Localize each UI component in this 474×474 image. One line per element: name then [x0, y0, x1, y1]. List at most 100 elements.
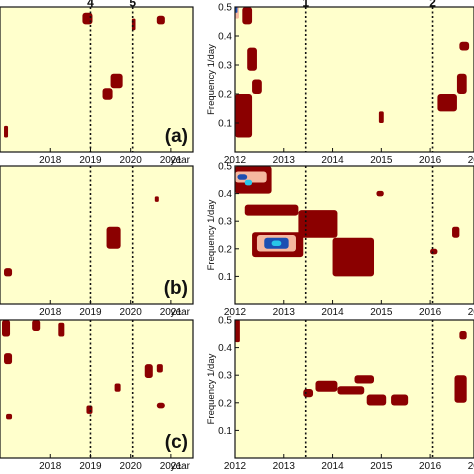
panel-label: (c): [165, 432, 188, 453]
panel-label: (a): [165, 126, 188, 147]
plot-frame: [234, 319, 474, 459]
heat-blob: [2, 320, 11, 337]
heat-blob: [235, 94, 253, 138]
y-axis-label: Frequency 1/day: [206, 199, 217, 270]
x-tick-label: 2013: [273, 155, 296, 166]
panel-c-right: [234, 319, 474, 459]
y-tick-label: 0.5: [218, 3, 232, 14]
heat-blob: [337, 386, 365, 395]
x-unit-label: year: [171, 307, 191, 318]
heat-blob: [106, 226, 121, 249]
heat-blob: [6, 413, 13, 420]
heat-blob: [354, 375, 375, 384]
heat-blob: [156, 402, 165, 409]
panel-b-right: [234, 165, 474, 305]
heat-blob: [144, 364, 153, 378]
x-tick-label: 2016: [419, 461, 442, 472]
heat-blob: [459, 331, 467, 340]
x-tick-label: 2019: [79, 155, 102, 166]
x-tick-label: 2014: [321, 155, 344, 166]
heat-blob: [332, 237, 375, 277]
heat-blob: [237, 174, 248, 180]
plot-frame: [234, 6, 474, 153]
heat-blob: [156, 15, 165, 25]
x-tick-label: 2013: [273, 307, 296, 318]
heat-blob: [391, 394, 409, 406]
y-tick-label: 0.3: [218, 61, 232, 72]
heat-blob: [86, 405, 93, 414]
heat-blob: [378, 111, 384, 123]
heat-blob: [376, 190, 384, 197]
plot-frame: [0, 319, 194, 459]
x-tick-label: 2021: [160, 461, 183, 472]
x-tick-label: 2016: [419, 155, 442, 166]
x-tick-label: 2017: [468, 461, 474, 472]
y-tick-label: 0.5: [218, 316, 232, 327]
x-tick-label: 2017: [468, 307, 474, 318]
event-line-label: 5: [129, 0, 136, 10]
blob-layer: [235, 320, 467, 406]
heat-blob: [459, 41, 470, 51]
x-tick-label: 2016: [419, 307, 442, 318]
y-tick-label: 0.2: [218, 90, 232, 101]
heat-blob: [456, 73, 467, 94]
x-tick-label: 2020: [120, 155, 143, 166]
panel-a-right: [234, 6, 474, 153]
heat-blob: [32, 320, 41, 332]
plot-background: [0, 320, 193, 458]
event-line-label: 1: [302, 0, 309, 10]
blob-layer: [2, 320, 165, 420]
y-tick-label: 0.4: [218, 32, 232, 43]
heat-blob: [4, 268, 13, 277]
heat-blob: [131, 18, 136, 31]
y-tick-label: 0.1: [218, 272, 232, 283]
x-tick-label: 2021: [160, 155, 183, 166]
y-axis-label: Frequency 1/day: [206, 44, 217, 115]
panel-b-left: [0, 165, 194, 305]
y-tick-label: 0.2: [218, 398, 232, 409]
x-tick-label: 2015: [370, 307, 393, 318]
panel-a-left: [0, 6, 194, 153]
panel-label: (b): [164, 278, 188, 299]
event-line-label: 4: [87, 0, 94, 10]
plot-frame: [234, 165, 474, 305]
heat-blob: [452, 226, 460, 238]
x-tick-label: 2013: [273, 461, 296, 472]
x-tick-label: 2017: [468, 155, 474, 166]
heat-blob: [303, 389, 314, 398]
y-tick-label: 0.5: [218, 162, 232, 173]
y-tick-label: 0.3: [218, 371, 232, 382]
y-tick-label: 0.4: [218, 343, 232, 354]
plot-background: [0, 7, 193, 152]
blob-layer: [235, 7, 470, 138]
heat-blob: [252, 79, 262, 94]
heat-blob: [242, 7, 253, 25]
x-unit-label: year: [171, 461, 191, 472]
heat-blob: [235, 320, 240, 343]
event-line-label: 2: [429, 0, 436, 10]
x-tick-label: 2015: [370, 461, 393, 472]
y-tick-label: 0.1: [218, 119, 232, 130]
heat-blob: [430, 248, 438, 255]
y-tick-label: 0.4: [218, 189, 232, 200]
x-tick-label: 2021: [160, 307, 183, 318]
x-tick-label: 2018: [39, 461, 62, 472]
blob-layer: [235, 166, 460, 277]
x-tick-label: 2018: [39, 307, 62, 318]
y-tick-label: 0.2: [218, 244, 232, 255]
plot-background: [235, 7, 474, 152]
heat-blob: [247, 47, 257, 71]
y-axis-label: Frequency 1/day: [206, 353, 217, 424]
heat-blob: [366, 394, 387, 406]
blob-layer: [4, 196, 159, 277]
plot-frame: [0, 6, 194, 153]
heat-blob: [4, 353, 13, 365]
heat-blob: [235, 7, 238, 13]
heat-blob: [58, 322, 65, 337]
plot-background: [0, 166, 193, 304]
heat-blob: [156, 364, 163, 373]
heat-blob: [454, 375, 467, 403]
x-tick-label: 2014: [321, 307, 344, 318]
x-tick-label: 2012: [224, 155, 247, 166]
